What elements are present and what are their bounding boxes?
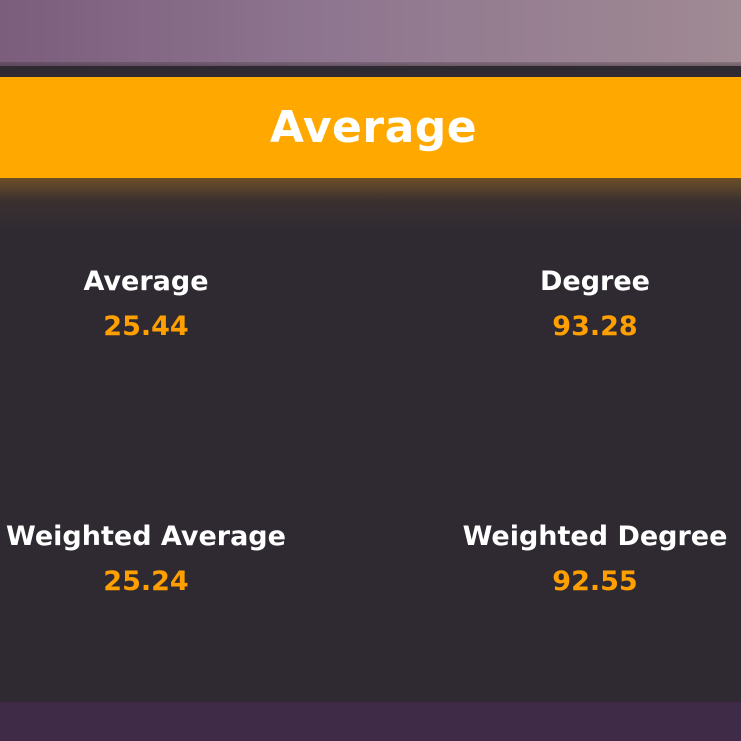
metric-degree-value: 93.28 xyxy=(552,311,638,342)
title-banner: Average xyxy=(0,77,741,178)
top-background xyxy=(0,0,741,66)
metric-weighted-degree-label: Weighted Degree xyxy=(462,521,728,552)
metric-weighted-average-label: Weighted Average xyxy=(6,521,286,552)
metric-weighted-degree-value: 92.55 xyxy=(552,566,638,597)
metric-weighted-average: Weighted Average 25.24 xyxy=(0,520,292,599)
metric-average-value: 25.44 xyxy=(103,311,189,342)
banner-title: Average xyxy=(269,102,478,153)
bottom-background xyxy=(0,702,741,741)
metric-average-label: Average xyxy=(83,266,209,297)
banner-glow xyxy=(0,178,741,230)
metric-weighted-degree: Weighted Degree 92.55 xyxy=(455,520,735,599)
metric-degree-label: Degree xyxy=(540,266,650,297)
metric-weighted-average-value: 25.24 xyxy=(103,566,189,597)
metric-degree: Degree 93.28 xyxy=(495,265,695,344)
metric-average: Average 25.44 xyxy=(46,265,246,344)
